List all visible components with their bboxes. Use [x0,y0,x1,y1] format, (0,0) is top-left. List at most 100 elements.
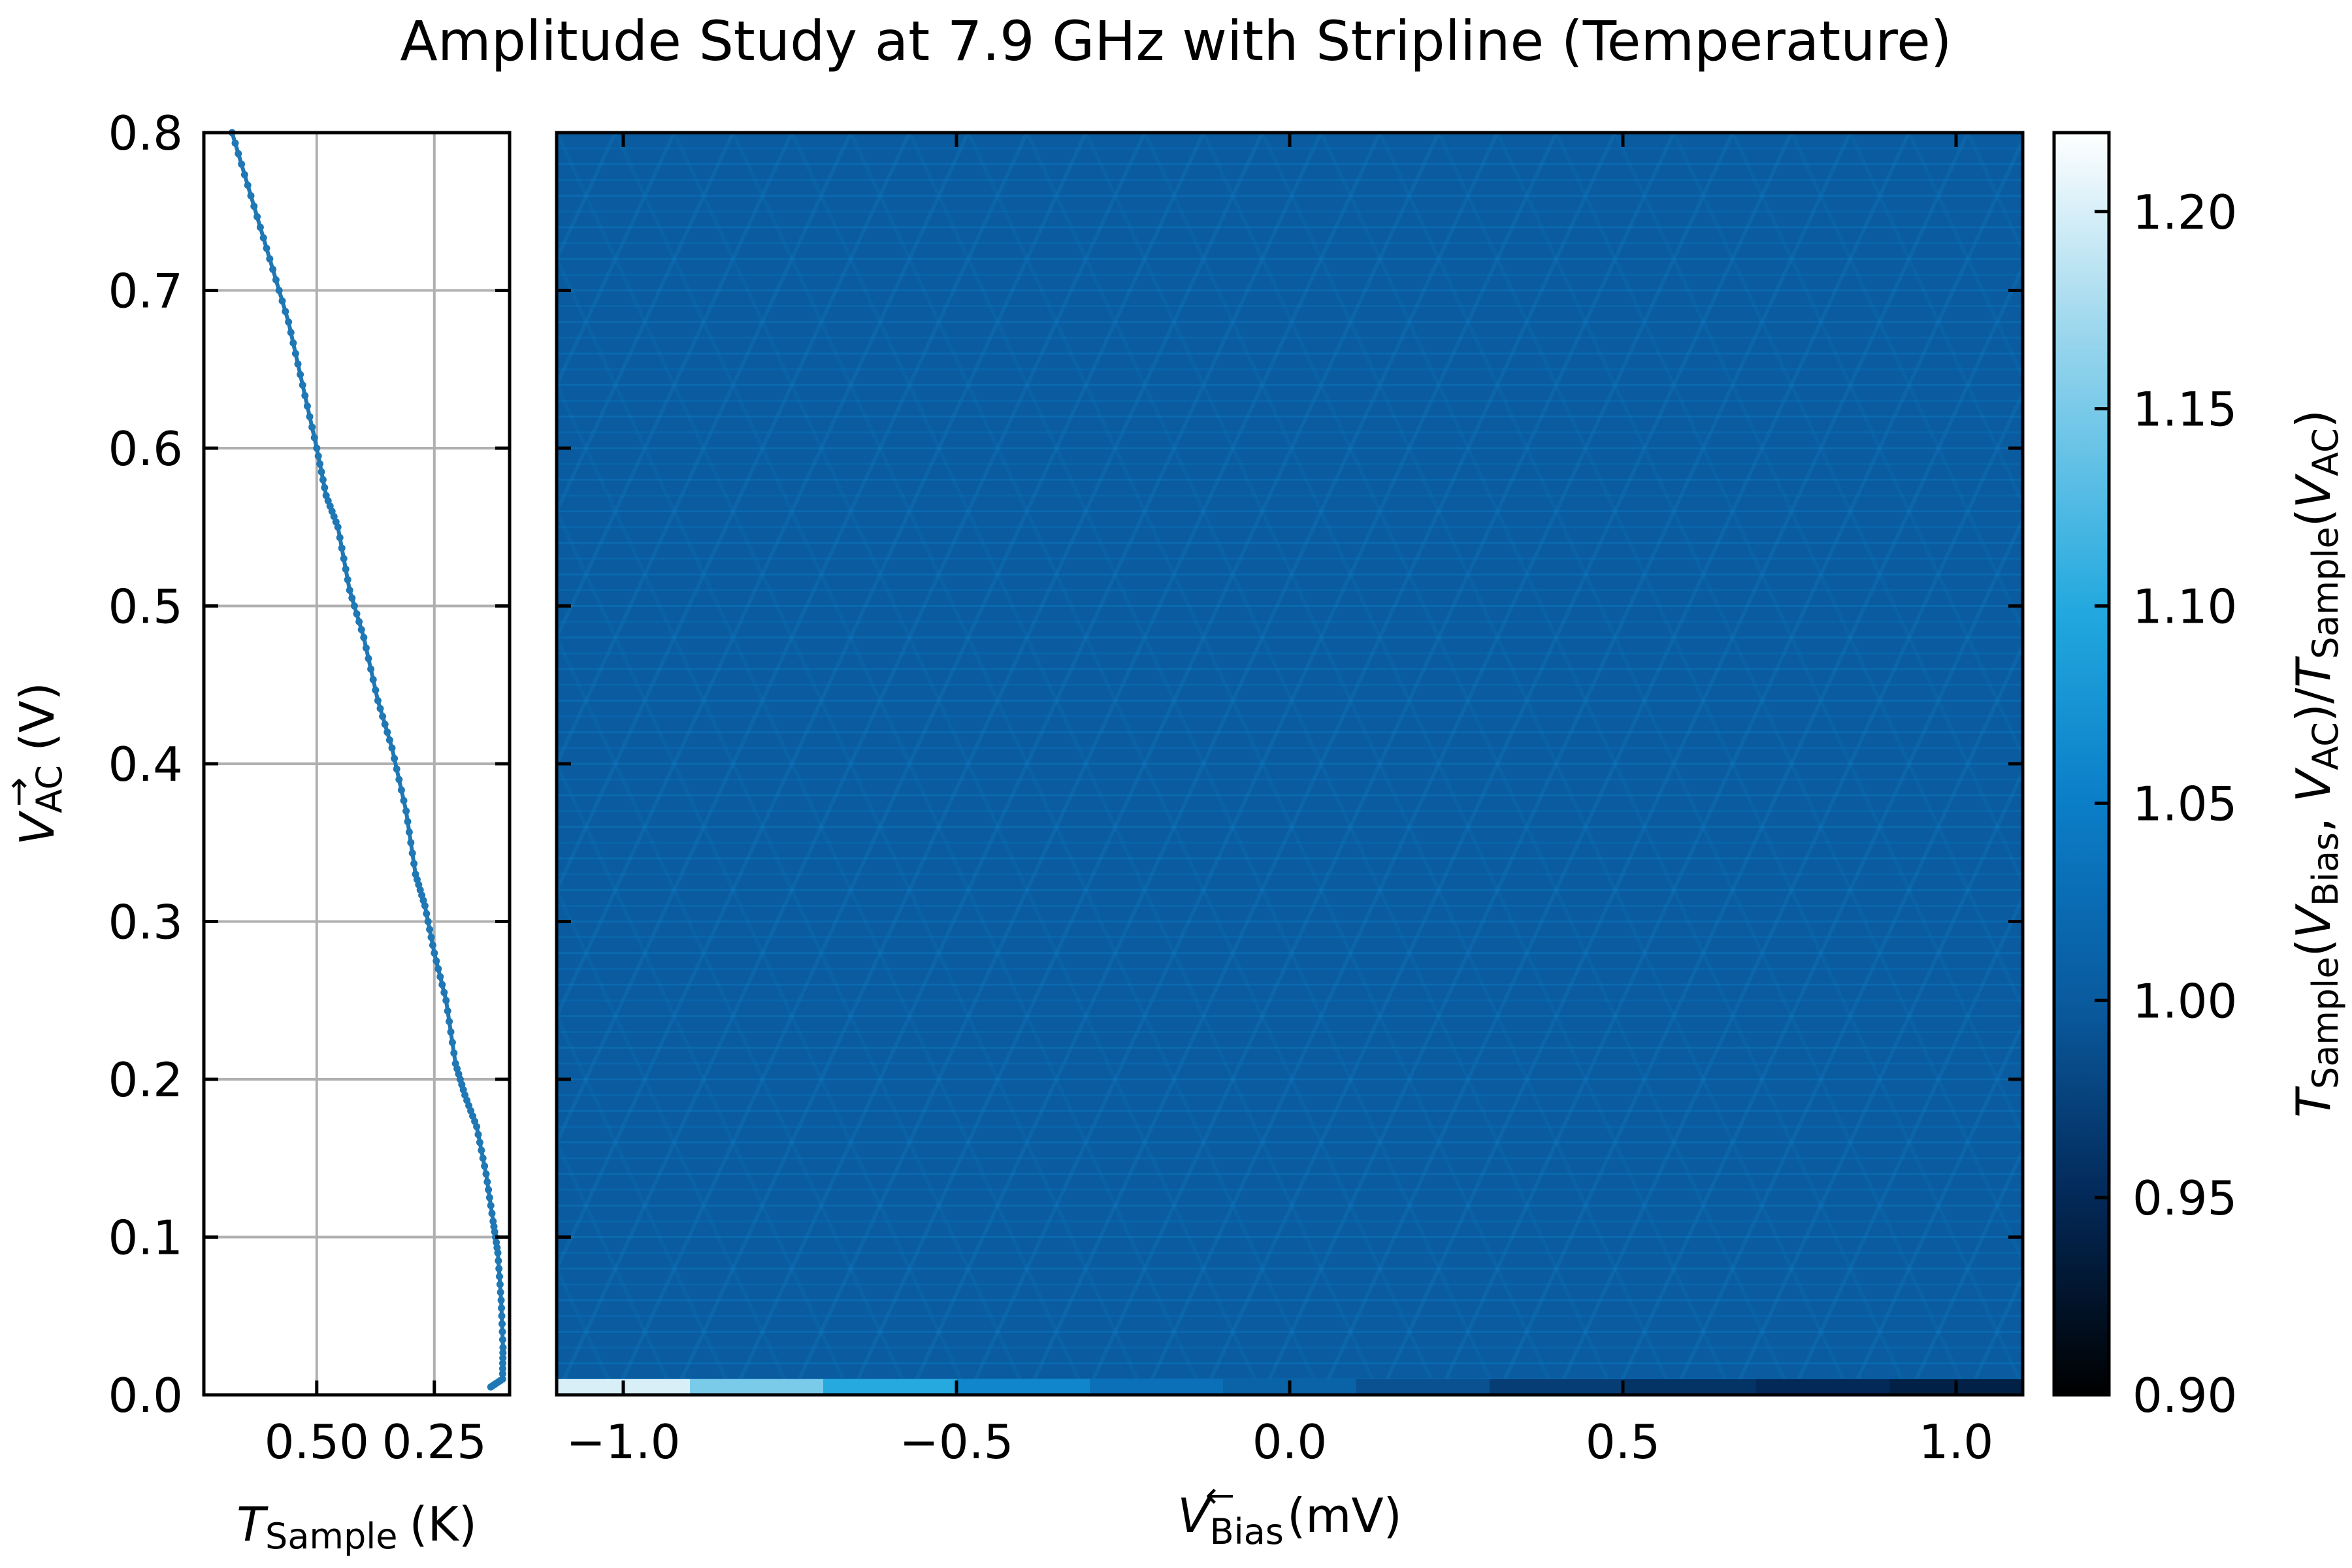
temperature-point [308,423,316,431]
heatmap-cell [1490,1379,1624,1395]
temperature-point [395,776,402,783]
temperature-point [495,1257,502,1264]
colorbar-ticks: 0.90 0.95 1.00 1.05 1.10 1.15 1.20 [2095,185,2237,1423]
temperature-point [440,989,448,996]
temperature-point [483,1170,490,1177]
temperature-point [336,534,344,541]
temperature-point [384,728,391,736]
colorbar-label-part: V [2286,473,2341,508]
temperature-point [292,350,299,357]
right-x-tick-label: 0.0 [1252,1414,1328,1469]
temperature-point [355,618,363,625]
temperature-point [342,566,350,573]
heatmap-texture-line [0,133,27,1395]
left-y-label-arrow: → [0,777,39,807]
temperature-point [287,329,295,336]
temperature-point [498,1328,506,1335]
left-y-tick-label: 0.0 [108,1368,183,1423]
temperature-point [483,1178,491,1185]
left-y-tick-label: 0.3 [108,895,183,950]
temperature-point [407,839,414,846]
temperature-point [263,245,270,252]
temperature-point [319,476,327,483]
temperature-point [257,223,264,231]
left-y-tick-label: 0.1 [108,1211,183,1266]
heatmap-texture-line [0,133,27,1395]
colorbar-label-part: T [2286,1086,2341,1118]
temperature-point [351,602,358,610]
temperature-point [304,402,311,410]
temperature-point [374,697,382,704]
temperature-point [250,203,257,210]
temperature-point [340,555,348,563]
temperature-point [321,484,328,491]
temperature-point [495,1265,502,1272]
left-x-label-unit: (K) [410,1497,477,1552]
left-x-tick-label: 0.25 [382,1414,487,1469]
temperature-point [353,610,361,617]
heatmap-texture-line [0,133,86,1395]
temperature-point [498,1320,506,1328]
temperature-point [299,382,306,389]
temperature-point [276,287,283,294]
temperature-point [442,997,449,1004]
left-panel: 0.0 0.1 0.2 0.3 0.4 0.5 0.6 0.7 0.8 0.50 0.25 TSa… [0,106,510,1557]
colorbar-label-part: Sample [2305,956,2346,1088]
temperature-point [412,871,419,878]
temperature-point [489,1218,497,1225]
heatmap-cell [690,1379,824,1395]
colorbar-gradient [2054,133,2109,1395]
left-y-label-symbol: V [10,810,65,845]
temperature-point [480,1154,487,1162]
temperature-point [409,849,416,857]
colorbar-tick-label: 1.00 [2132,973,2237,1028]
right-x-tick-label: 1.0 [1919,1414,1994,1469]
colorbar-label-part: AC [2305,722,2346,770]
colorbar: 0.900.951.001.051.101.151.20 TSample(VBi… [2054,133,2346,1423]
colorbar-label-part: ) [2286,410,2341,428]
colorbar-label-part: T [2286,656,2341,688]
temperature-point [266,255,273,263]
temperature-point [448,1028,455,1036]
temperature-point [449,1039,456,1046]
temperature-point [398,787,405,794]
right-x-tick-label: 0.5 [1586,1414,1661,1469]
temperature-point [315,453,322,460]
colorbar-tick-label: 1.15 [2132,382,2237,437]
temperature-point [402,808,410,815]
colorbar-tick-label: 0.95 [2132,1171,2237,1226]
colorbar-label-part: ( [2286,938,2341,956]
temperature-point [316,461,323,468]
colorbar-label-part: V [2286,903,2341,938]
temperature-point [428,934,435,941]
temperature-point [406,828,413,836]
temperature-point [370,676,377,683]
temperature-point [238,161,245,168]
temperature-point [486,1194,493,1201]
temperature-point [436,973,444,981]
temperature-point [272,276,280,284]
temperature-point [269,266,276,273]
temperature-point [348,595,355,602]
colorbar-label-part: , [2286,802,2341,832]
temperature-point [363,644,370,651]
temperature-point [313,445,320,452]
heatmap-cell [823,1379,957,1395]
left-y-tick-label: 0.2 [108,1053,183,1107]
heatmap-texture-line [0,133,86,1395]
temperature-point [382,721,389,728]
temperature-point [323,492,330,499]
temperature-point [393,766,400,773]
temperature-point [377,705,384,712]
temperature-point [244,182,252,189]
right-x-tick-label: −0.5 [900,1414,1014,1469]
left-y-tick-label: 0.8 [108,106,183,161]
temperature-point [431,949,438,956]
temperature-point [285,318,292,325]
temperature-point [318,468,325,476]
temperature-point [496,1273,503,1280]
temperature-point [498,1305,505,1312]
left-y-tick-label: 0.5 [108,580,183,634]
left-x-tick-label: 0.50 [265,1414,369,1469]
